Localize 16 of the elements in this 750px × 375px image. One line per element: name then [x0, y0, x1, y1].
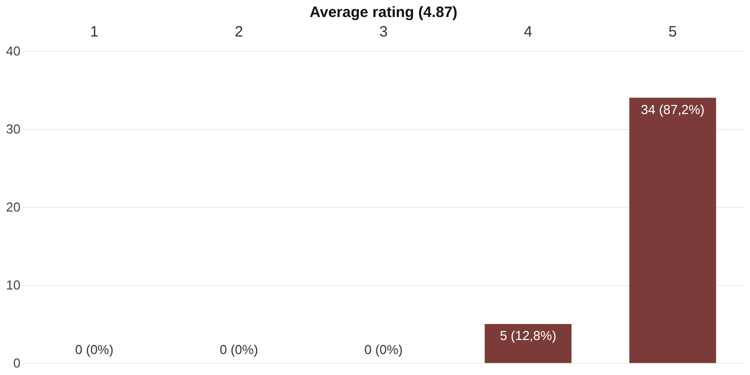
y-tick-label: 40: [6, 44, 20, 58]
data-label: 0 (0%): [364, 342, 403, 357]
x-tick-label: 4: [524, 24, 532, 40]
y-tick-label: 20: [6, 200, 20, 214]
x-tick-label: 3: [379, 24, 388, 40]
chart-title: Average rating (4.87): [310, 4, 458, 21]
x-tick-label: 2: [234, 24, 244, 40]
y-tick-label: 10: [6, 278, 20, 292]
data-label: 0 (0%): [75, 342, 114, 357]
data-label: 34 (87,2%): [640, 102, 704, 117]
y-tick-label: 30: [6, 122, 20, 136]
x-tick-label: 1: [90, 24, 98, 40]
y-tick-label: 0: [13, 356, 20, 370]
x-tick-label: 5: [668, 24, 677, 40]
data-label: 0 (0%): [220, 342, 258, 357]
data-label: 5 (12,8%): [500, 328, 556, 343]
